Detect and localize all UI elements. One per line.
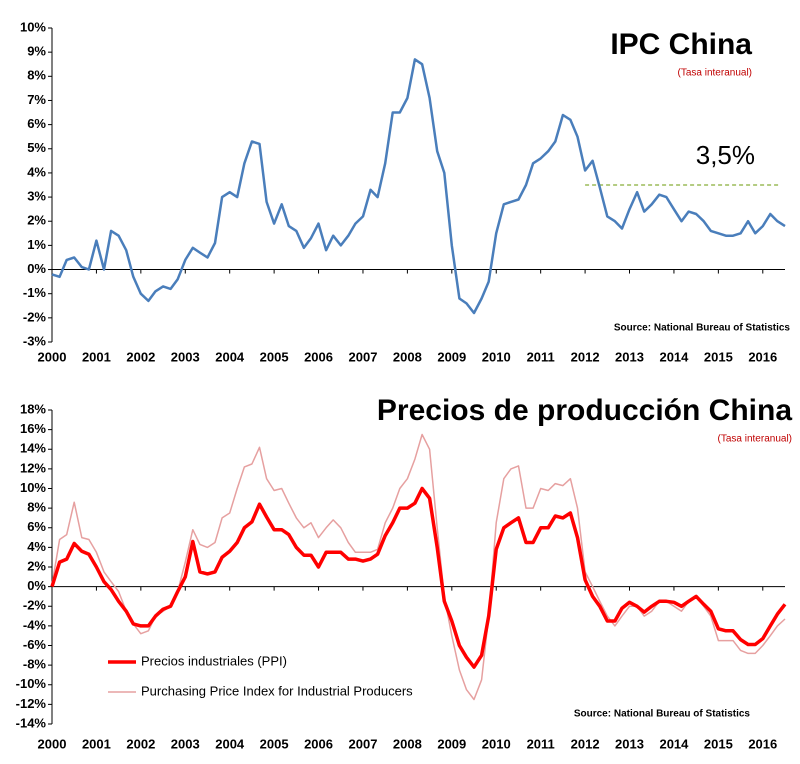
chart-title: IPC China	[610, 28, 752, 61]
y-tick-label: 4%	[27, 539, 46, 554]
y-tick-label: 16%	[20, 421, 46, 436]
y-tick-label: -12%	[16, 696, 47, 711]
y-tick-label: 4%	[27, 164, 46, 179]
y-tick-label: -4%	[23, 617, 47, 632]
y-tick-label: 12%	[20, 460, 46, 475]
y-tick-label: -8%	[23, 657, 47, 672]
x-tick-label: 2004	[215, 349, 245, 364]
x-tick-label: 2008	[393, 736, 422, 751]
x-tick-label: 2002	[126, 349, 155, 364]
x-tick-label: 2004	[215, 736, 245, 751]
x-tick-label: 2010	[482, 349, 511, 364]
y-tick-label: -2%	[23, 598, 47, 613]
x-tick-label: 2008	[393, 349, 422, 364]
y-tick-label: 14%	[20, 441, 46, 456]
x-tick-label: 2014	[659, 349, 689, 364]
y-tick-label: 1%	[27, 237, 46, 252]
x-tick-label: 2000	[38, 349, 67, 364]
x-tick-label: 2003	[171, 349, 200, 364]
y-tick-label: 0%	[27, 261, 46, 276]
x-tick-label: 2016	[748, 736, 777, 751]
series-line	[51, 58, 786, 315]
y-tick-label: 2%	[27, 213, 46, 228]
y-tick-label: -3%	[23, 333, 47, 348]
source-note: Source: National Bureau of Statistics	[574, 709, 751, 720]
x-tick-label: 2015	[704, 349, 733, 364]
x-tick-label: 2016	[748, 349, 777, 364]
x-tick-label: 2013	[615, 736, 644, 751]
x-tick-label: 2013	[615, 349, 644, 364]
y-tick-label: 7%	[27, 92, 46, 107]
series-line	[50, 486, 787, 669]
x-tick-label: 2015	[704, 736, 733, 751]
x-tick-label: 2007	[349, 349, 378, 364]
x-tick-label: 2001	[82, 736, 111, 751]
x-tick-label: 2003	[171, 736, 200, 751]
x-tick-label: 2010	[482, 736, 511, 751]
y-tick-label: 6%	[27, 519, 46, 534]
y-tick-label: 9%	[27, 44, 46, 59]
x-tick-label: 2000	[38, 736, 67, 751]
x-tick-label: 2007	[349, 736, 378, 751]
x-tick-label: 2009	[437, 736, 466, 751]
x-tick-label: 2014	[659, 736, 689, 751]
y-tick-label: 5%	[27, 140, 46, 155]
reference-label: 3,5%	[696, 140, 755, 170]
x-tick-label: 2002	[126, 736, 155, 751]
legend-label: Purchasing Price Index for Industrial Pr…	[141, 683, 413, 698]
x-tick-label: 2012	[571, 349, 600, 364]
y-tick-label: 6%	[27, 116, 46, 131]
legend-label: Precios industriales (PPI)	[141, 653, 287, 668]
chart-title: Precios de producción China	[377, 394, 792, 427]
x-tick-label: 2006	[304, 736, 333, 751]
x-tick-label: 2012	[571, 736, 600, 751]
chart-subtitle: (Tasa interanual)	[678, 68, 752, 79]
y-tick-label: 3%	[27, 189, 46, 204]
y-tick-label: -14%	[16, 715, 47, 730]
y-tick-label: 18%	[20, 401, 46, 416]
y-tick-label: -1%	[23, 285, 47, 300]
y-tick-label: 10%	[20, 19, 46, 34]
y-tick-label: 2%	[27, 558, 46, 573]
y-tick-label: 8%	[27, 500, 46, 515]
chart-subtitle: (Tasa interanual)	[718, 434, 792, 445]
y-tick-label: 8%	[27, 68, 46, 83]
x-tick-label: 2001	[82, 349, 111, 364]
x-tick-label: 2005	[260, 736, 289, 751]
y-tick-label: 10%	[20, 480, 46, 495]
x-tick-label: 2009	[437, 349, 466, 364]
y-tick-label: -10%	[16, 676, 47, 691]
x-tick-label: 2011	[527, 349, 555, 364]
y-tick-label: 0%	[27, 578, 46, 593]
source-note: Source: National Bureau of Statistics	[614, 323, 791, 334]
x-tick-label: 2011	[527, 736, 555, 751]
x-tick-label: 2005	[260, 349, 289, 364]
x-tick-label: 2006	[304, 349, 333, 364]
y-tick-label: -2%	[23, 309, 47, 324]
y-tick-label: -6%	[23, 637, 47, 652]
